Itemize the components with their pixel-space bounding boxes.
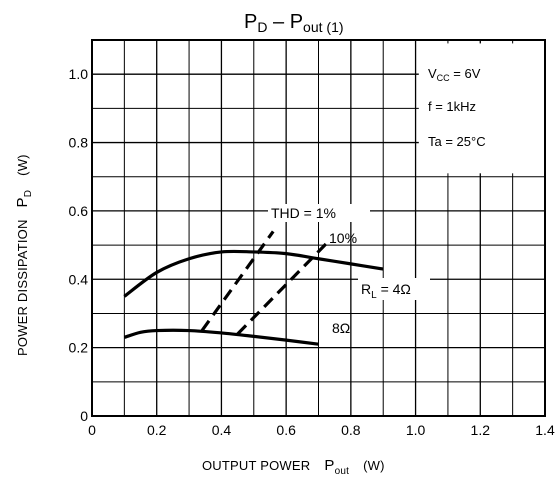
y-tick-label: 1.0 bbox=[69, 66, 89, 82]
plot-border bbox=[91, 39, 546, 417]
series-group bbox=[123, 230, 384, 346]
x-tick-label: 0.8 bbox=[341, 422, 361, 438]
chart-title: PD – Pout (1) bbox=[244, 11, 344, 35]
conditions-box-bg bbox=[418, 43, 544, 174]
x-tick-label: 1.4 bbox=[535, 422, 555, 438]
y-tick-label: 0.2 bbox=[69, 340, 89, 356]
plot-frame bbox=[91, 39, 546, 417]
x-tick-label: 0.2 bbox=[147, 422, 167, 438]
label-8ohm: 8Ω bbox=[332, 320, 350, 336]
y-tick-label: 0.6 bbox=[69, 203, 89, 219]
x-tick-label: 0.4 bbox=[212, 422, 232, 438]
thd1-label-bg bbox=[268, 204, 370, 222]
condition-vcc: VCC = 6V bbox=[428, 66, 481, 83]
y-tick-labels: 0 0.2 0.4 0.6 0.8 1.0 bbox=[69, 66, 89, 424]
label-thd-10: 10% bbox=[329, 230, 357, 246]
x-tick-label: 0.6 bbox=[276, 422, 296, 438]
series-line-1 bbox=[123, 328, 319, 346]
series-line-2 bbox=[200, 230, 275, 332]
x-axis-label: OUTPUT POWER Pout (W) bbox=[202, 457, 385, 477]
y-tick-label: 0 bbox=[80, 408, 88, 424]
condition-temperature: Ta = 25°C bbox=[428, 134, 486, 149]
label-thd-1: THD = 1% bbox=[271, 205, 336, 221]
grid bbox=[92, 40, 545, 416]
x-tick-labels: 0 0.2 0.4 0.6 0.8 1.0 1.2 1.4 bbox=[88, 422, 555, 438]
x-tick-label: 1.2 bbox=[471, 422, 491, 438]
conditions-legend: VCC = 6V f = 1kHz Ta = 25°C bbox=[428, 66, 486, 149]
x-tick-label: 1.0 bbox=[406, 422, 426, 438]
rl4-label-bg bbox=[358, 278, 430, 300]
series-line-0 bbox=[123, 249, 384, 298]
x-tick-label: 0 bbox=[88, 422, 96, 438]
series-line-3 bbox=[236, 240, 330, 336]
label-rl-4ohm: RL = 4Ω bbox=[361, 281, 411, 301]
condition-frequency: f = 1kHz bbox=[428, 99, 476, 114]
y-tick-label: 0.4 bbox=[69, 271, 89, 287]
y-axis-label: POWER DISSIPATIONPD(W) bbox=[14, 154, 34, 356]
y-tick-label: 0.8 bbox=[69, 135, 89, 151]
